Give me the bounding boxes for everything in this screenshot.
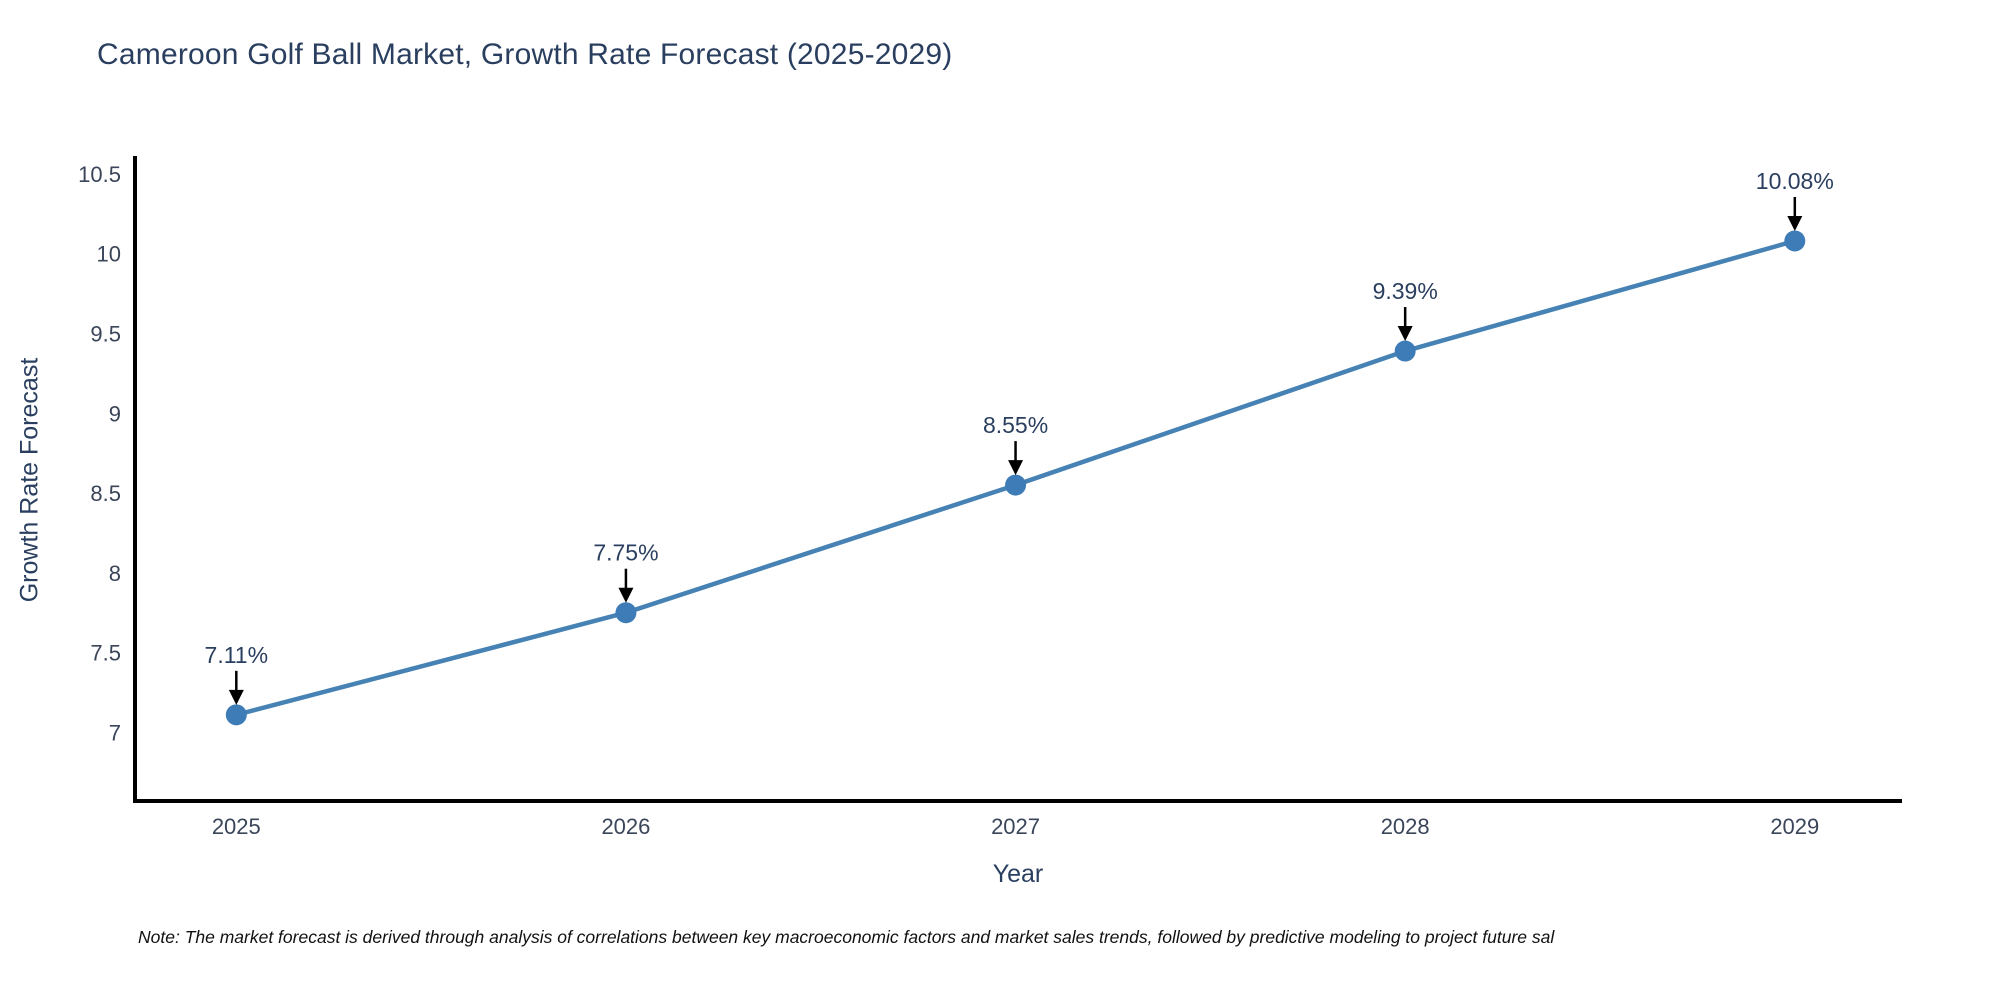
annotation-label: 9.39%: [1373, 278, 1438, 304]
annotation-arrowhead: [1397, 326, 1413, 342]
data-point-marker: [225, 704, 247, 726]
footnote: Note: The market forecast is derived thr…: [138, 927, 1555, 947]
x-tick-label: 2025: [212, 814, 261, 839]
annotation-arrowhead: [618, 587, 634, 603]
data-point-marker: [615, 602, 637, 624]
x-tick-label: 2027: [991, 814, 1040, 839]
y-tick-label: 7: [109, 720, 121, 745]
annotation-label: 7.11%: [205, 642, 269, 668]
annotation-arrowhead: [1787, 215, 1803, 231]
y-tick-label: 8.5: [90, 481, 121, 506]
y-tick-label: 10: [97, 242, 121, 267]
x-tick-label: 2026: [601, 814, 650, 839]
x-tick-label: 2028: [1381, 814, 1430, 839]
y-axis-title: Growth Rate Forecast: [15, 357, 44, 603]
annotation-label: 8.55%: [983, 412, 1048, 438]
annotation-arrowhead: [1008, 460, 1024, 476]
y-tick-label: 8: [109, 561, 121, 586]
y-tick-label: 10.5: [78, 162, 121, 187]
data-point-marker: [1005, 474, 1027, 496]
y-tick-label: 9.5: [90, 322, 121, 347]
y-tick-label: 7.5: [90, 641, 121, 666]
annotation-label: 10.08%: [1756, 168, 1834, 194]
x-tick-label: 2029: [1770, 814, 1819, 839]
data-point-marker: [1394, 340, 1416, 362]
y-tick-label: 9: [109, 401, 121, 426]
annotation-label: 7.75%: [593, 540, 658, 566]
chart-title: Cameroon Golf Ball Market, Growth Rate F…: [97, 38, 953, 71]
x-axis-title: Year: [992, 860, 1044, 888]
data-point-marker: [1784, 230, 1806, 252]
annotation-arrowhead: [228, 689, 244, 705]
